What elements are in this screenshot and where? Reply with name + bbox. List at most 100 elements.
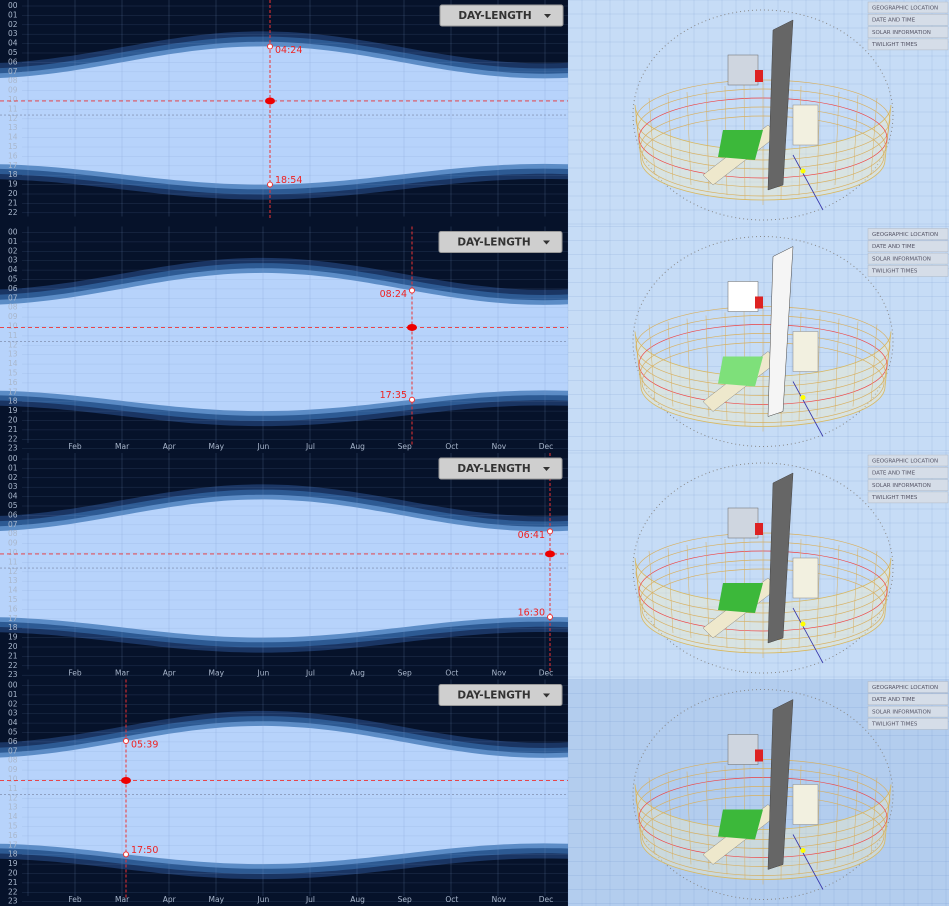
hour-label: 15 — [8, 142, 18, 151]
hour-line — [852, 321, 859, 407]
menu-item[interactable] — [867, 454, 949, 467]
menu-item-label[interactable]: DATE AND TIME — [872, 244, 916, 250]
menu-item-label[interactable]: TWILIGHT TIMES — [871, 495, 918, 501]
menu-item-label[interactable]: DATE AND TIME — [872, 471, 916, 477]
daylight-band — [0, 46, 568, 185]
hour-label: 03 — [8, 256, 18, 265]
dropdown-caret — [543, 693, 550, 698]
menu-item-label[interactable]: TWILIGHT TIMES — [871, 269, 918, 275]
building — [727, 734, 759, 765]
hour-label: 16 — [8, 151, 18, 160]
day-length-button[interactable] — [438, 684, 563, 706]
menu-item[interactable] — [867, 265, 949, 277]
menu-item-label[interactable]: GEOGRAPHIC LOCATION — [872, 5, 938, 11]
day-length-button[interactable] — [438, 231, 563, 253]
hour-label: 18 — [8, 170, 18, 179]
day-length-button-label[interactable]: DAY-LENGTH — [457, 690, 530, 702]
lawn — [718, 809, 763, 840]
hour-label: 20 — [8, 642, 18, 651]
now-marker — [265, 97, 275, 105]
month-label: Feb — [68, 669, 82, 678]
month-label: Jun — [257, 669, 270, 678]
menu-item-label[interactable]: GEOGRAPHIC LOCATION — [872, 685, 938, 691]
hour-label: 05 — [8, 275, 18, 284]
menu-item-label[interactable]: DATE AND TIME — [872, 18, 916, 24]
menu-item[interactable] — [867, 228, 949, 240]
hour-line — [648, 777, 656, 855]
month-label: Aug — [350, 442, 365, 451]
hour-label: 22 — [8, 208, 18, 217]
hour-label: 18 — [8, 623, 18, 632]
hour-label: 10 — [8, 548, 18, 557]
month-label: Sep — [398, 895, 412, 904]
month-label: May — [209, 669, 225, 678]
hour-label: 15 — [8, 595, 18, 604]
month-label: Mar — [115, 669, 130, 678]
dropdown-caret — [543, 467, 550, 471]
menu-item[interactable] — [867, 693, 949, 706]
menu-item[interactable] — [867, 240, 949, 253]
building — [792, 557, 819, 599]
menu-item[interactable] — [867, 38, 949, 51]
menu-item[interactable] — [867, 467, 949, 479]
menu-item-label[interactable]: SOLAR INFORMATION — [872, 483, 931, 489]
hour-label: 17 — [8, 614, 18, 623]
menu-item[interactable] — [867, 14, 949, 26]
menu-item[interactable] — [867, 491, 949, 504]
menu-item-label[interactable]: SOLAR INFORMATION — [872, 709, 931, 715]
menu-item[interactable] — [867, 705, 949, 718]
hour-line — [816, 541, 821, 644]
menu-item[interactable] — [867, 681, 949, 693]
day-length-button-label[interactable]: DAY-LENGTH — [457, 237, 530, 249]
hour-label: 11 — [8, 784, 18, 793]
day-length-button-label[interactable]: DAY-LENGTH — [457, 463, 530, 475]
day-length-button[interactable] — [438, 457, 563, 480]
hour-label: 02 — [8, 699, 18, 708]
menu-item-label[interactable]: TWILIGHT TIMES — [871, 42, 918, 48]
hour-line — [667, 94, 674, 181]
sunrise-marker — [547, 528, 553, 535]
hour-label: 08 — [8, 756, 18, 765]
hour-line — [686, 318, 692, 412]
lawn — [718, 583, 763, 613]
menu-item-label[interactable]: GEOGRAPHIC LOCATION — [872, 232, 938, 238]
hour-label: 16 — [8, 378, 18, 387]
hour-label: 16 — [8, 831, 18, 840]
menu-item-label[interactable]: DATE AND TIME — [872, 697, 916, 703]
hour-label: 19 — [8, 406, 18, 415]
sunrise-marker — [409, 287, 415, 294]
sunset-label: 17:35 — [380, 390, 407, 401]
hour-line — [816, 88, 821, 191]
menu-item[interactable] — [867, 252, 949, 265]
month-label: Mar — [115, 895, 130, 904]
hour-label: 13 — [8, 350, 18, 359]
menu-item-label[interactable]: SOLAR INFORMATION — [872, 30, 931, 36]
menu-item[interactable] — [867, 718, 949, 730]
hour-label: 23 — [8, 897, 18, 906]
day-length-button-label[interactable]: DAY-LENGTH — [458, 10, 531, 22]
hour-line — [852, 547, 859, 634]
menu-item-label[interactable]: GEOGRAPHIC LOCATION — [872, 458, 938, 464]
building — [727, 281, 759, 312]
sunset-label: 18:54 — [275, 175, 302, 186]
menu-item-label[interactable]: SOLAR INFORMATION — [872, 256, 931, 262]
menu-item[interactable] — [867, 26, 949, 38]
daylight-band — [0, 725, 568, 865]
hour-label: 06 — [8, 510, 18, 519]
month-label: Jun — [257, 895, 270, 904]
sunset-label: 16:30 — [518, 607, 545, 618]
hour-label: 06 — [8, 737, 18, 746]
hour-label: 07 — [8, 67, 18, 76]
menu-item-label[interactable]: TWILIGHT TIMES — [871, 722, 918, 728]
month-label: May — [209, 895, 225, 904]
day-length-button[interactable] — [439, 4, 564, 27]
hour-label: 00 — [8, 681, 18, 690]
hour-label: 12 — [8, 340, 18, 349]
hour-label: 21 — [8, 878, 18, 887]
horizon-ring — [632, 689, 894, 900]
roof — [755, 70, 763, 82]
building — [727, 507, 759, 539]
menu-item[interactable] — [867, 479, 949, 491]
menu-item[interactable] — [867, 1, 949, 14]
hour-line — [852, 774, 859, 860]
